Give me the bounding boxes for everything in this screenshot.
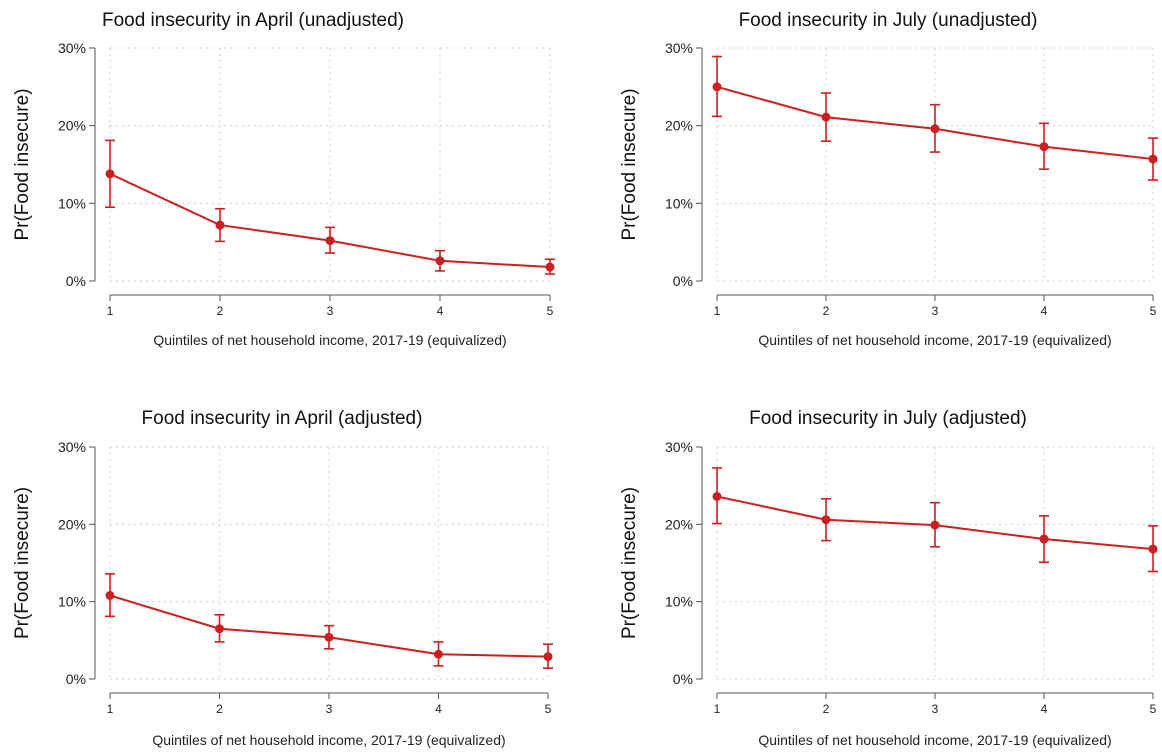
x-tick-label: 3 <box>327 304 334 318</box>
x-tick-label: 4 <box>437 304 444 318</box>
x-tick-label: 5 <box>1150 702 1157 716</box>
y-tick-label: 0% <box>66 671 86 687</box>
y-tick-label: 10% <box>665 594 693 610</box>
data-point <box>543 652 553 662</box>
y-tick-label: 20% <box>58 118 86 134</box>
data-point <box>215 220 225 230</box>
data-point <box>1039 142 1049 152</box>
data-point <box>545 262 555 272</box>
y-tick-label: 20% <box>665 118 693 134</box>
data-point <box>821 112 831 122</box>
data-point <box>1039 534 1049 544</box>
y-axis-label: Pr(Food insecure) <box>619 88 640 240</box>
x-axis-label: Quintiles of net household income, 2017-… <box>758 332 1111 348</box>
chart-title: Food insecurity in July (adjusted) <box>749 408 1027 429</box>
x-tick-label: 4 <box>1041 702 1048 716</box>
chart-panel-2: Food insecurity in July (unadjusted) 0% 10… <box>619 10 1158 348</box>
x-tick-label: 2 <box>217 304 224 318</box>
chart-panel-4: Food insecurity in July (adjusted) 0% 10% 2… <box>619 408 1158 748</box>
x-tick-label: 4 <box>435 702 442 716</box>
chart-panel-1: Food insecurity in April (unadjusted) 0% 1… <box>12 10 555 348</box>
y-tick-label: 0% <box>673 671 693 687</box>
y-tick-label: 30% <box>665 40 693 56</box>
x-tick-label: 2 <box>823 702 830 716</box>
y-axis-label: Pr(Food insecure) <box>12 88 33 240</box>
x-tick-label: 2 <box>823 304 830 318</box>
data-point <box>1148 544 1158 554</box>
chart-title: Food insecurity in April (unadjusted) <box>102 10 404 31</box>
y-axis-label: Pr(Food insecure) <box>619 487 640 639</box>
y-tick-label: 20% <box>58 516 86 532</box>
x-tick-label: 1 <box>107 702 114 716</box>
data-point <box>435 256 445 266</box>
x-tick-label: 5 <box>1150 304 1157 318</box>
data-point <box>930 124 940 134</box>
y-tick-label: 30% <box>665 439 693 455</box>
x-tick-label: 2 <box>216 702 223 716</box>
y-tick-label: 10% <box>665 195 693 211</box>
x-tick-label: 3 <box>932 304 939 318</box>
x-tick-label: 5 <box>545 702 552 716</box>
x-axis-label: Quintiles of net household income, 2017-… <box>152 732 505 748</box>
chart-panel-3: Food insecurity in April (adjusted) 0% 10%… <box>12 408 553 748</box>
x-axis-label: Quintiles of net household income, 2017-… <box>758 732 1111 748</box>
x-tick-label: 3 <box>932 702 939 716</box>
data-point <box>325 236 335 246</box>
data-point <box>434 649 443 659</box>
data-point <box>930 520 940 530</box>
y-tick-label: 0% <box>673 273 693 289</box>
x-tick-label: 3 <box>326 702 333 716</box>
data-point <box>105 590 115 600</box>
y-tick-label: 30% <box>58 40 86 56</box>
data-point <box>712 82 722 92</box>
data-point <box>712 491 722 501</box>
x-axis-label: Quintiles of net household income, 2017-… <box>153 332 506 348</box>
data-point <box>324 632 334 642</box>
y-tick-label: 10% <box>58 195 86 211</box>
x-tick-label: 1 <box>107 304 114 318</box>
y-axis-label: Pr(Food insecure) <box>12 487 33 639</box>
data-point <box>215 624 224 634</box>
x-tick-label: 5 <box>547 304 554 318</box>
y-tick-label: 20% <box>665 516 693 532</box>
x-tick-label: 1 <box>714 702 721 716</box>
data-point <box>105 169 115 179</box>
chart-title: Food insecurity in April (adjusted) <box>142 408 423 429</box>
y-tick-label: 0% <box>66 273 86 289</box>
y-tick-label: 30% <box>58 439 86 455</box>
x-tick-label: 4 <box>1041 304 1048 318</box>
data-point <box>821 515 831 525</box>
y-tick-label: 10% <box>58 594 86 610</box>
x-tick-label: 1 <box>714 304 721 318</box>
data-point <box>1148 154 1158 164</box>
chart-title: Food insecurity in July (unadjusted) <box>739 10 1038 31</box>
